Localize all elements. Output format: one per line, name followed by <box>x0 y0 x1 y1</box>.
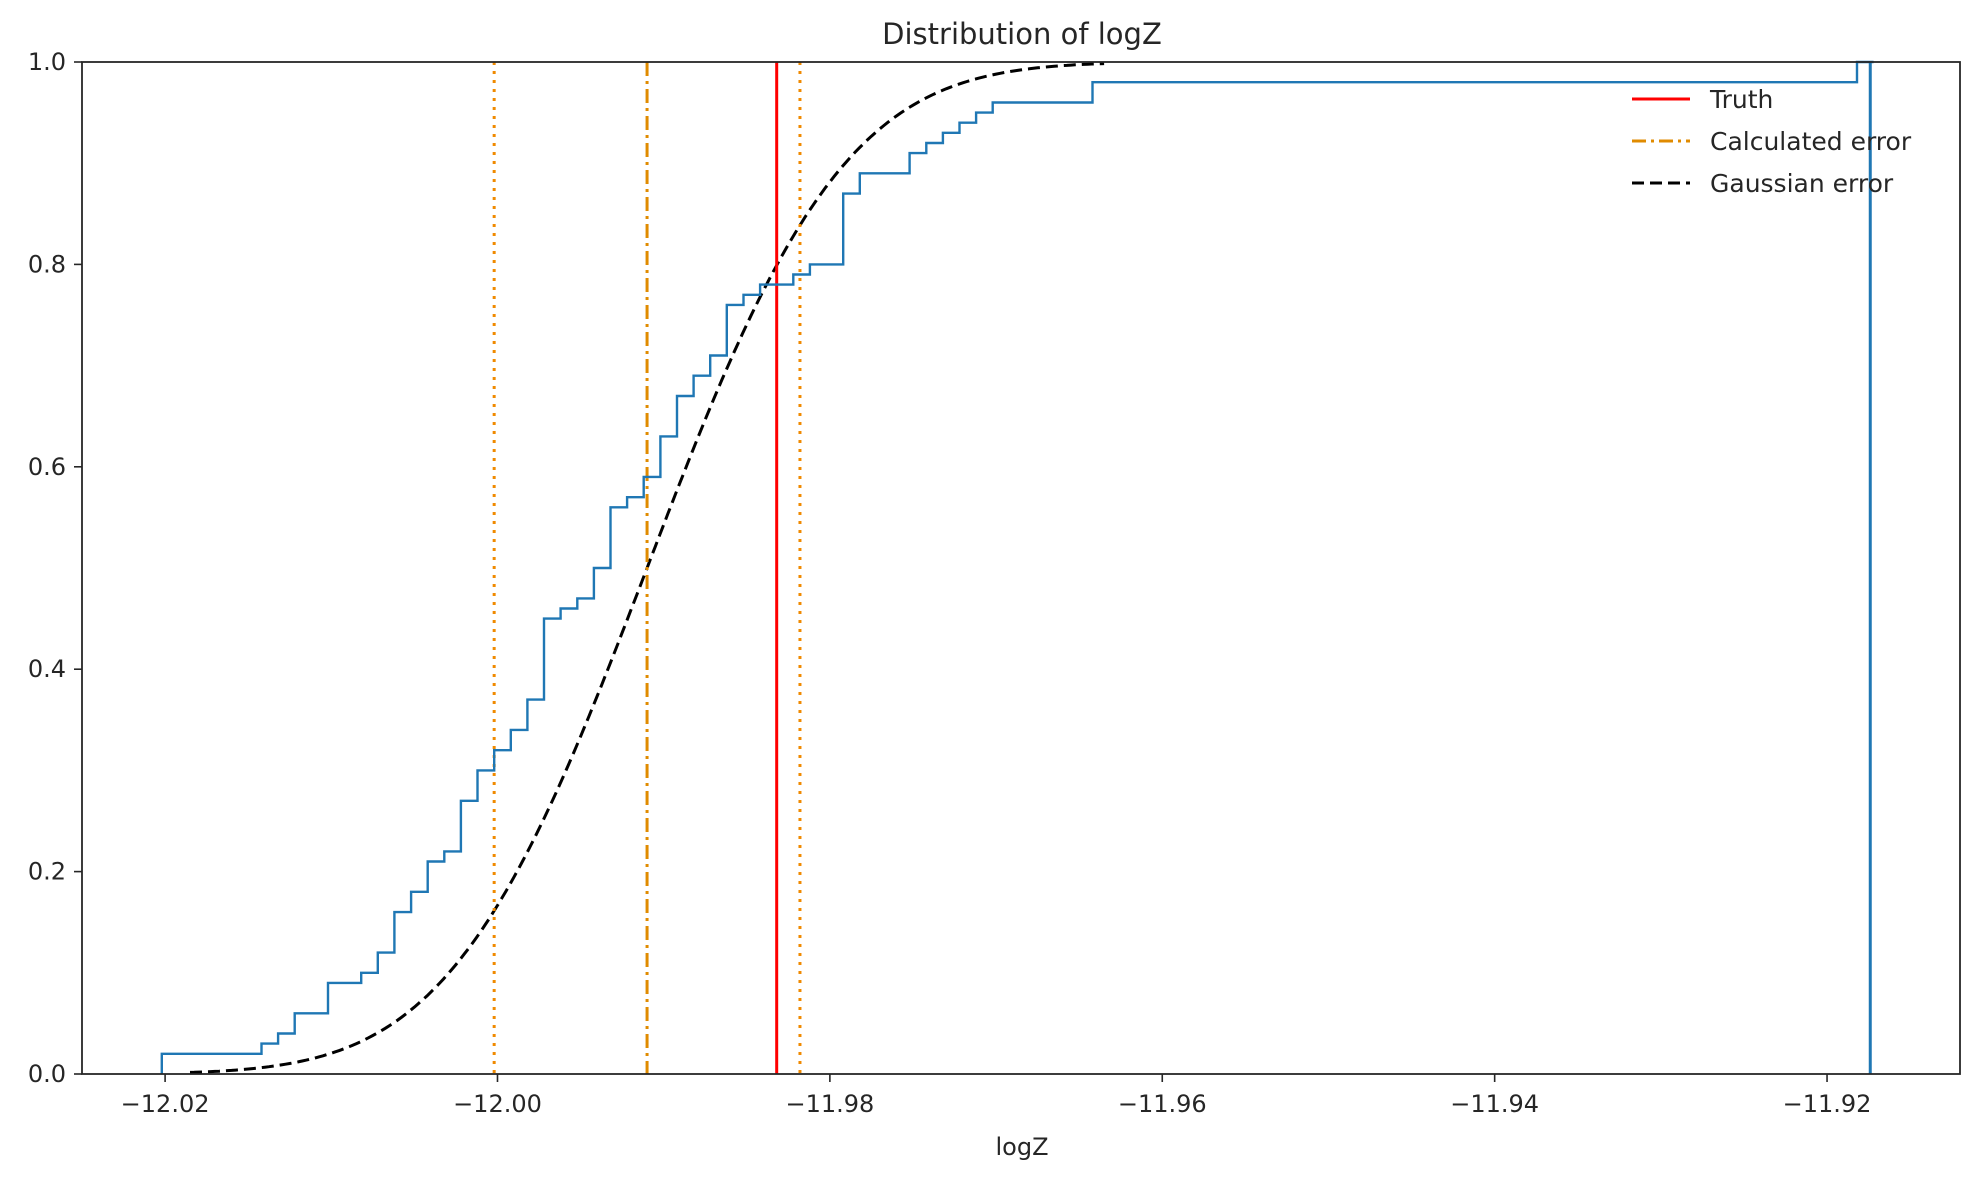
plot-area <box>160 60 1874 1074</box>
y-tick-label: 1.0 <box>28 48 66 76</box>
x-tick-label: −11.96 <box>1118 1090 1207 1118</box>
y-tick-label: 0.2 <box>28 858 66 886</box>
y-tick-label: 0.0 <box>28 1060 66 1088</box>
x-tick-label: −11.92 <box>1783 1090 1872 1118</box>
x-tick-label: −12.00 <box>453 1090 542 1118</box>
y-tick-label: 0.6 <box>28 453 66 481</box>
x-axis: −12.02 −12.00 −11.98 −11.96 −11.94 −11.92 <box>121 1074 1872 1118</box>
x-tick-label: −12.02 <box>121 1090 210 1118</box>
x-axis-label: logZ <box>995 1133 1048 1161</box>
chart-title: Distribution of logZ <box>882 17 1162 51</box>
legend-label: Calculated error <box>1710 127 1912 156</box>
x-tick-label: −11.94 <box>1450 1090 1539 1118</box>
axes-frame <box>81 61 1961 1075</box>
legend-label: Gaussian error <box>1710 169 1894 198</box>
y-tick-label: 0.8 <box>28 250 66 278</box>
x-tick-label: −11.98 <box>785 1090 874 1118</box>
y-axis: 0.0 0.2 0.4 0.6 0.8 1.0 <box>28 48 82 1088</box>
y-tick-label: 0.4 <box>28 655 66 683</box>
legend-label: Truth <box>1709 85 1773 114</box>
ecdf-step-series-0 <box>160 60 1874 1074</box>
legend: Truth Calculated error Gaussian error <box>1632 85 1912 198</box>
